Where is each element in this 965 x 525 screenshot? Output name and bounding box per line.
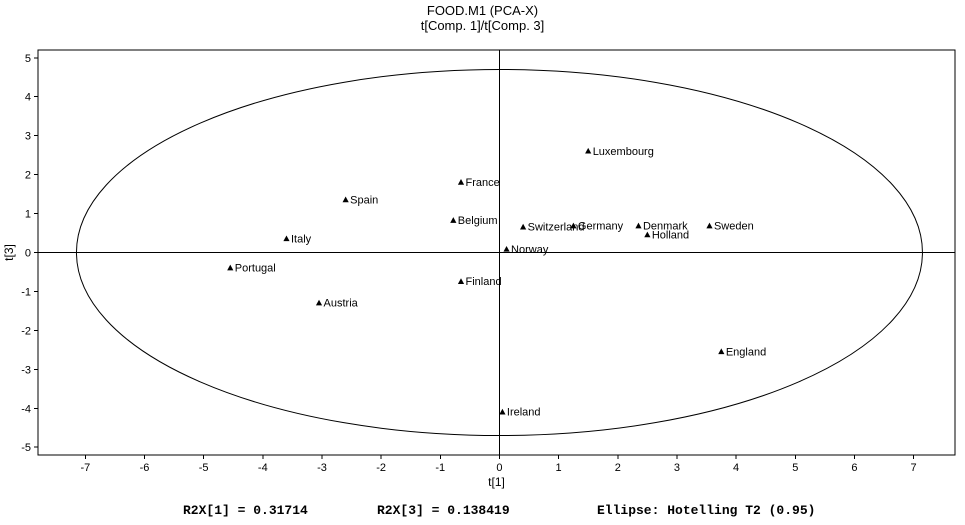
data-point-label: Holland <box>652 229 689 241</box>
x-tick-label: 2 <box>615 462 621 474</box>
data-point-label: Italy <box>291 233 312 245</box>
data-point-marker[interactable] <box>342 196 349 203</box>
chart-subtitle: t[Comp. 1]/t[Comp. 3] <box>420 18 545 33</box>
x-tick-label: 6 <box>851 462 857 474</box>
x-tick-label: -4 <box>258 462 268 474</box>
data-point-marker[interactable] <box>520 223 527 230</box>
data-point-label: Belgium <box>458 215 498 227</box>
data-point-label: Sweden <box>714 221 754 233</box>
data-point-marker[interactable] <box>644 231 651 238</box>
data-point-label: Denmark <box>643 221 688 233</box>
data-point-marker[interactable] <box>503 245 510 252</box>
r2x3-stat: R2X[3] = 0.138419 <box>377 503 510 518</box>
y-tick-label: 0 <box>25 248 31 260</box>
data-point-label: Switzerland <box>528 222 585 234</box>
data-point-marker[interactable] <box>585 147 592 154</box>
data-point-marker[interactable] <box>227 264 234 271</box>
y-tick-label: -2 <box>21 325 31 337</box>
y-tick-label: -1 <box>21 286 31 298</box>
y-tick-label: 4 <box>25 92 31 104</box>
y-tick-label: 3 <box>25 131 31 143</box>
x-axis-label: t[1] <box>488 475 505 489</box>
data-point-marker[interactable] <box>706 222 713 229</box>
data-point-marker[interactable] <box>718 348 725 355</box>
data-point-label: Finland <box>466 276 502 288</box>
y-axis-label: t[3] <box>2 244 16 261</box>
data-point-label: Germany <box>578 221 624 233</box>
x-tick-label: -5 <box>199 462 209 474</box>
x-tick-label: 4 <box>733 462 739 474</box>
x-tick-label: 5 <box>792 462 798 474</box>
data-point-marker[interactable] <box>457 179 465 185</box>
data-point-marker[interactable] <box>315 299 323 306</box>
data-point-label: Portugal <box>235 263 276 275</box>
y-tick-label: -3 <box>21 364 31 376</box>
r2x1-stat: R2X[1] = 0.31714 <box>183 503 308 518</box>
data-point-label: Ireland <box>507 407 541 419</box>
ellipse-note: Ellipse: Hotelling T2 (0.95) <box>597 503 816 518</box>
data-point-label: England <box>726 346 766 358</box>
y-tick-label: 2 <box>25 170 31 182</box>
x-tick-label: 3 <box>674 462 680 474</box>
data-point-marker[interactable] <box>635 222 642 229</box>
x-tick-label: 0 <box>496 462 502 474</box>
data-point-marker[interactable] <box>283 235 290 242</box>
data-point-marker[interactable] <box>457 278 465 285</box>
data-point-label: Austria <box>324 298 359 310</box>
x-tick-label: -7 <box>80 462 90 474</box>
x-tick-label: 7 <box>911 462 917 474</box>
y-tick-label: -4 <box>21 403 31 415</box>
y-tick-label: 1 <box>25 209 31 221</box>
x-tick-label: 1 <box>556 462 562 474</box>
y-tick-label: -5 <box>21 442 31 454</box>
chart-title: FOOD.M1 (PCA-X) <box>426 3 539 18</box>
y-tick-label: 5 <box>25 53 31 65</box>
x-tick-label: -6 <box>140 462 150 474</box>
data-point-label: Luxembourg <box>593 146 654 158</box>
x-tick-label: -3 <box>317 462 327 474</box>
scatter-plot-canvas: -7 -6 -5 -4 -3 -2 -1 0 1 2 3 4 5 6 7 -5 -4 -3 -2 -1 0 1 2 3 4 5 t[… <box>2 49 956 489</box>
data-point-marker[interactable] <box>450 217 457 223</box>
data-point-marker[interactable] <box>570 222 577 229</box>
data-point-label: France <box>466 177 500 189</box>
data-point-label: Norway <box>511 244 549 256</box>
x-tick-label: -1 <box>435 462 445 474</box>
chart-header: FOOD.M1 (PCA-X) t[Comp. 1]/t[Comp. 3] <box>0 3 965 33</box>
x-tick-label: -2 <box>376 462 386 474</box>
data-point-marker[interactable] <box>499 408 506 415</box>
data-point-label: Spain <box>350 194 378 206</box>
